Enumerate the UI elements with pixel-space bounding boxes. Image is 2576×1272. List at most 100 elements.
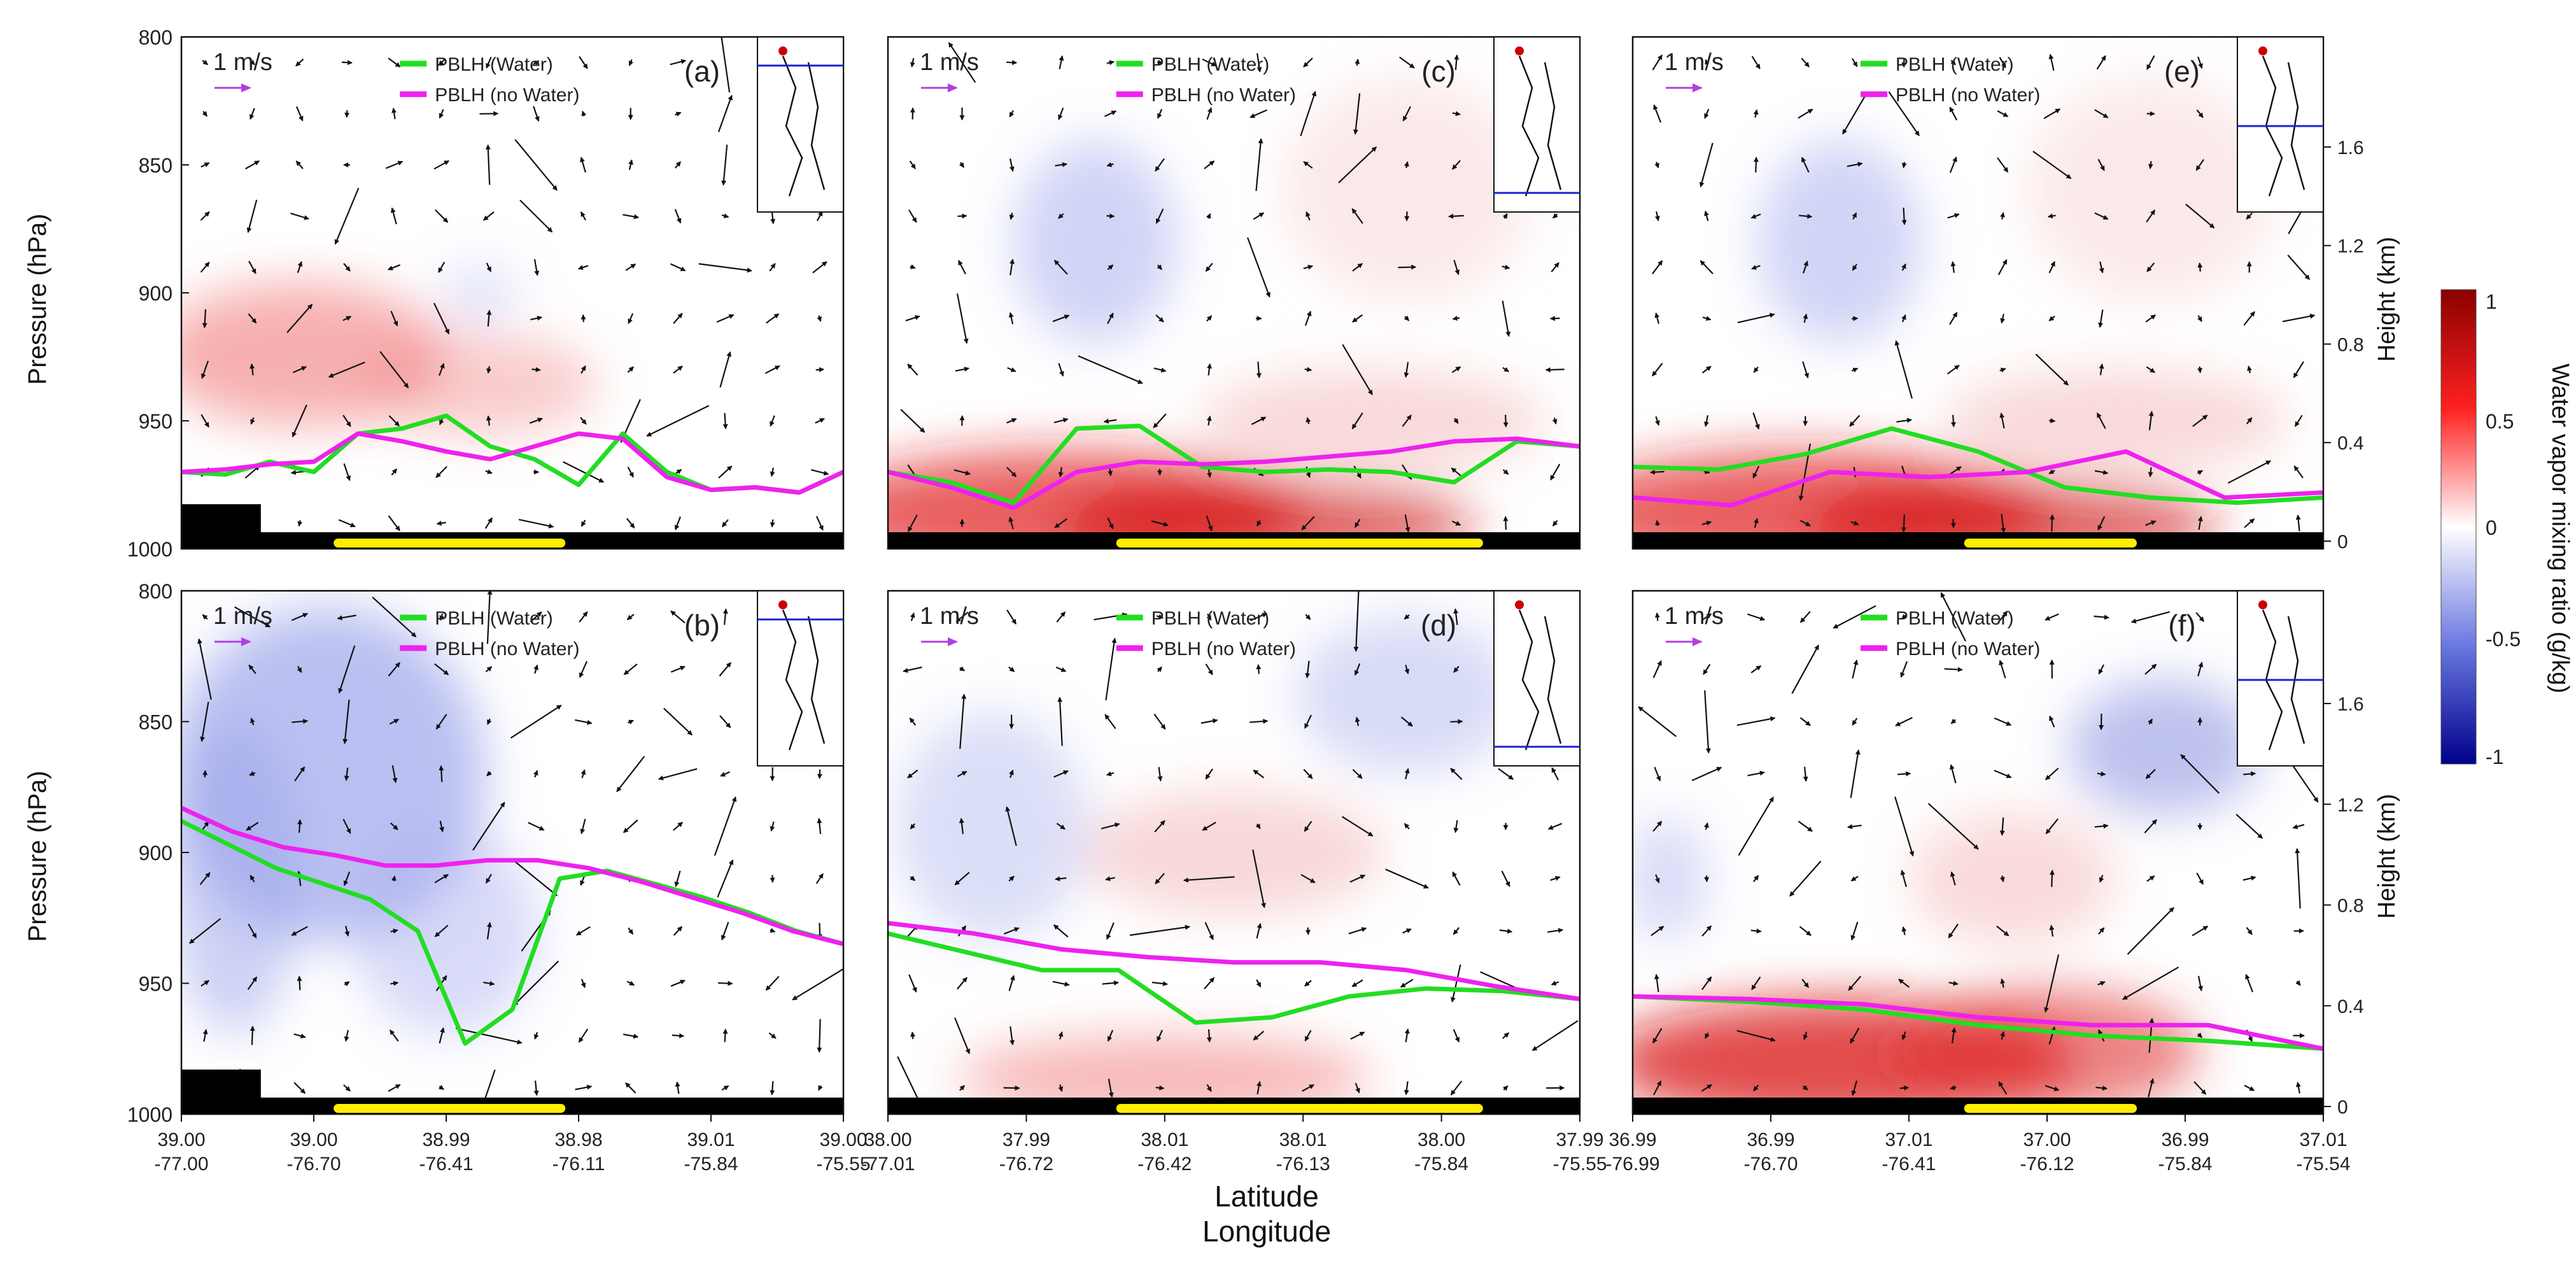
anomaly-contour xyxy=(439,267,519,319)
wind-vector xyxy=(291,612,309,621)
x-tick-latitude: 37.99 xyxy=(1556,1129,1603,1150)
wind-vector xyxy=(1798,821,1813,832)
wind-vector xyxy=(1751,55,1761,69)
wind-vector xyxy=(1058,467,1064,477)
wind-vector xyxy=(1997,110,2009,118)
wind-vector xyxy=(1997,259,2008,276)
wind-vector xyxy=(1453,820,1459,833)
wind-vector xyxy=(2196,872,2204,885)
wind-vector xyxy=(1156,614,1164,619)
water-extent-bar xyxy=(1116,1104,1483,1113)
wind-vector xyxy=(2094,212,2109,220)
wind-vector xyxy=(1737,313,1775,323)
wind-vector xyxy=(2000,1031,2005,1040)
wind-vector xyxy=(721,145,728,186)
x-tick-latitude: 36.99 xyxy=(1747,1129,1794,1150)
wind-vector xyxy=(1851,1080,1858,1096)
y2-tick-label: 1.6 xyxy=(2337,694,2364,715)
wind-vector xyxy=(343,263,351,272)
wind-vector xyxy=(293,1033,306,1039)
wind-vector xyxy=(433,160,449,170)
inset-map xyxy=(757,590,844,767)
wind-vector xyxy=(1399,56,1415,69)
wind-vector xyxy=(580,157,586,173)
panels-layer: 1 m/s PBLH (Water) PBLH (no Water) (a) 800 85… xyxy=(127,26,2364,1175)
wind-vector xyxy=(435,714,447,730)
wind-vector xyxy=(1153,413,1167,428)
wind-vector xyxy=(1502,1032,1509,1039)
wind-vector xyxy=(2145,314,2157,323)
wind-vector xyxy=(1006,467,1017,477)
inset-map xyxy=(2237,590,2324,767)
wind-vector xyxy=(1256,922,1262,939)
wind-vector xyxy=(2197,661,2204,677)
wind-vector xyxy=(698,263,752,273)
wind-vector xyxy=(1452,315,1460,321)
inset-map-frame xyxy=(2237,590,2324,767)
wind-vectors xyxy=(189,591,843,1107)
wind-scale-label: 1 m/s xyxy=(1665,49,1724,76)
wind-vector xyxy=(519,199,553,233)
y-tick-label: 800 xyxy=(139,26,172,49)
wind-vector xyxy=(1736,716,1776,726)
pblh-no-water-line xyxy=(181,431,843,495)
wind-vector xyxy=(719,37,731,93)
wind-vector xyxy=(1059,55,1064,69)
wind-vector xyxy=(2180,754,2220,794)
wind-vector xyxy=(1652,260,1663,274)
wind-vector xyxy=(472,802,505,851)
wind-vector xyxy=(1206,415,1212,426)
wind-vector xyxy=(817,1019,822,1053)
wind-vector xyxy=(2099,714,2104,730)
wind-vector xyxy=(1249,109,1267,118)
wind-vector xyxy=(533,258,540,276)
wind-vector xyxy=(1552,213,1558,219)
anomaly-contour xyxy=(957,1035,1372,1114)
wind-vector xyxy=(2295,1082,2301,1094)
wind-vector xyxy=(390,980,399,986)
wind-vector xyxy=(1900,870,1907,887)
wind-vector xyxy=(2295,514,2301,532)
wind-vector xyxy=(1306,211,1311,221)
wind-vector xyxy=(625,1082,637,1094)
wind-vector xyxy=(1404,768,1410,780)
wind-vector xyxy=(439,1085,444,1091)
wind-vector xyxy=(2146,209,2156,223)
wind-vector xyxy=(250,875,255,882)
wind-vector xyxy=(769,263,776,272)
anomaly-contour xyxy=(360,334,599,437)
wind-vector xyxy=(1256,361,1262,379)
wind-vector xyxy=(2095,1085,2108,1091)
x-tick-longitude: -75.84 xyxy=(684,1154,738,1175)
wind-vector xyxy=(342,819,351,834)
wind-vector xyxy=(2148,1078,2155,1098)
wind-vector xyxy=(1129,924,1190,936)
wind-vector xyxy=(959,693,967,749)
water-extent-bar xyxy=(1116,539,1483,548)
wind-vector xyxy=(1453,1029,1460,1043)
coastline-shape xyxy=(782,55,826,197)
wind-vector xyxy=(1545,367,1565,372)
wind-vector xyxy=(434,663,449,675)
wind-vector xyxy=(1654,211,1660,222)
wind-vector xyxy=(1751,976,1761,991)
wind-vector xyxy=(1753,1084,1759,1092)
wind-vector xyxy=(2094,614,2109,620)
wind-vector xyxy=(1654,162,1659,169)
wind-vector xyxy=(2244,518,2255,528)
wind-vector xyxy=(670,979,686,987)
wind-vector xyxy=(575,1084,593,1091)
x-axis-subtitle: Longitude xyxy=(1202,1215,1331,1248)
wind-vector xyxy=(1703,822,1709,830)
wind-vector xyxy=(628,927,634,935)
colorbar-tick: -1 xyxy=(2486,746,2503,768)
wind-vector xyxy=(1055,162,1068,167)
wind-vector xyxy=(2197,314,2202,322)
wind-vector xyxy=(1106,60,1115,66)
wind-vector xyxy=(2096,55,2106,70)
panel-c: 1 m/s PBLH (Water) PBLH (no Water) (c) xyxy=(887,36,1581,550)
wind-vector xyxy=(485,144,491,185)
wind-vector xyxy=(2001,514,2006,534)
wind-scale-label: 1 m/s xyxy=(213,49,272,76)
wind-vector xyxy=(625,263,637,271)
